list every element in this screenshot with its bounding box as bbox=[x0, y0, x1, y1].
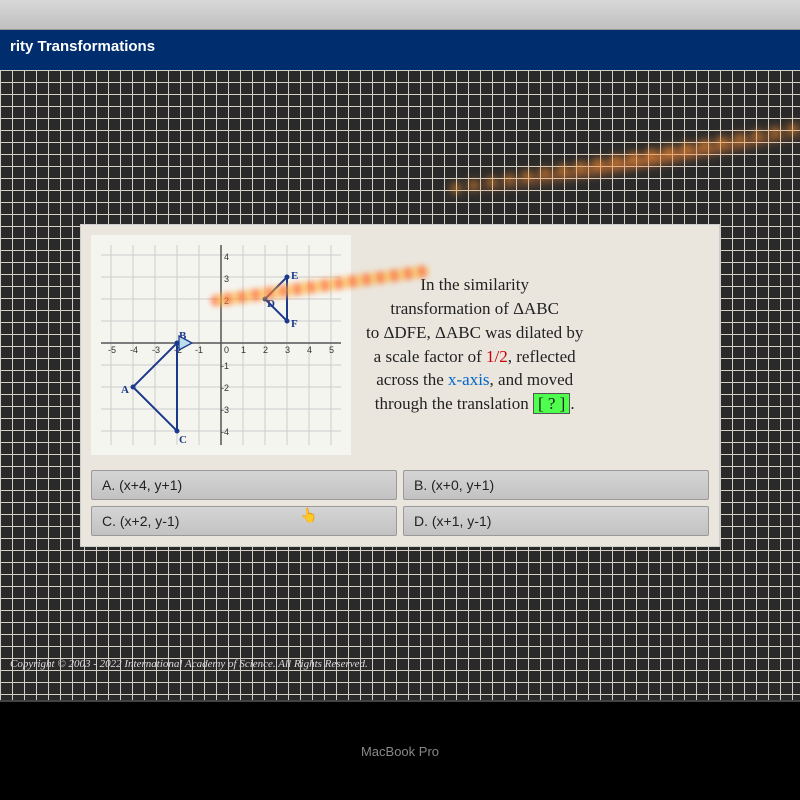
browser-chrome bbox=[0, 0, 800, 30]
title-text: rity Transformations bbox=[10, 38, 155, 55]
prompt-l5a: across the bbox=[376, 370, 448, 389]
macbook-bezel: MacBook Pro bbox=[0, 700, 800, 800]
svg-text:4: 4 bbox=[224, 252, 229, 262]
content-area: -5-4-3 -2-10 123 45 432 -1-2-3 -4 A B C bbox=[0, 70, 800, 700]
svg-text:C: C bbox=[179, 434, 187, 446]
copyright-text: Copyright © 2003 - 2022 International Ac… bbox=[10, 658, 368, 670]
prompt-l5b: , and moved bbox=[490, 370, 574, 389]
svg-text:1: 1 bbox=[241, 345, 246, 355]
svg-text:-5: -5 bbox=[108, 345, 116, 355]
mouse-cursor-icon: 👆 bbox=[300, 508, 317, 525]
svg-text:-3: -3 bbox=[221, 405, 229, 415]
svg-text:3: 3 bbox=[285, 345, 290, 355]
answer-grid: A. (x+4, y+1) B. (x+0, y+1) C. (x+2, y-1… bbox=[91, 470, 709, 536]
screen-glare bbox=[451, 115, 800, 204]
answer-option-a[interactable]: A. (x+4, y+1) bbox=[91, 470, 397, 500]
svg-text:-1: -1 bbox=[221, 361, 229, 371]
svg-text:A: A bbox=[121, 384, 129, 396]
question-prompt: In the similarity transformation of ΔABC… bbox=[366, 273, 583, 416]
svg-text:3: 3 bbox=[224, 274, 229, 284]
svg-text:-1: -1 bbox=[195, 345, 203, 355]
svg-text:5: 5 bbox=[329, 345, 334, 355]
scale-factor: 1/2 bbox=[486, 347, 508, 366]
prompt-l6b: . bbox=[570, 394, 574, 413]
svg-text:-4: -4 bbox=[130, 345, 138, 355]
page-title-bar: rity Transformations bbox=[0, 30, 800, 70]
answer-option-d[interactable]: D. (x+1, y-1) bbox=[403, 506, 709, 536]
answer-blank: [ ? ] bbox=[533, 393, 570, 414]
svg-text:2: 2 bbox=[263, 345, 268, 355]
axis-name: x-axis bbox=[448, 370, 490, 389]
prompt-l4b: , reflected bbox=[508, 347, 576, 366]
macbook-label: MacBook Pro bbox=[361, 744, 439, 759]
prompt-l3: to ΔDFE, ΔABC was dilated by bbox=[366, 323, 583, 342]
svg-text:0: 0 bbox=[224, 345, 229, 355]
svg-text:-3: -3 bbox=[152, 345, 160, 355]
answer-option-c[interactable]: C. (x+2, y-1) bbox=[91, 506, 397, 536]
svg-text:4: 4 bbox=[307, 345, 312, 355]
question-top-row: -5-4-3 -2-10 123 45 432 -1-2-3 -4 A B C bbox=[91, 235, 709, 455]
coordinate-graph: -5-4-3 -2-10 123 45 432 -1-2-3 -4 A B C bbox=[91, 235, 351, 455]
svg-text:-2: -2 bbox=[221, 383, 229, 393]
svg-text:E: E bbox=[291, 270, 298, 282]
graph-svg: -5-4-3 -2-10 123 45 432 -1-2-3 -4 A B C bbox=[91, 235, 351, 455]
answer-option-b[interactable]: B. (x+0, y+1) bbox=[403, 470, 709, 500]
prompt-l1: In the similarity bbox=[420, 275, 529, 294]
prompt-l6a: through the translation bbox=[375, 394, 533, 413]
prompt-l2: transformation of ΔABC bbox=[390, 299, 559, 318]
svg-text:F: F bbox=[291, 318, 298, 330]
prompt-l4a: a scale factor of bbox=[374, 347, 486, 366]
svg-text:-4: -4 bbox=[221, 427, 229, 437]
